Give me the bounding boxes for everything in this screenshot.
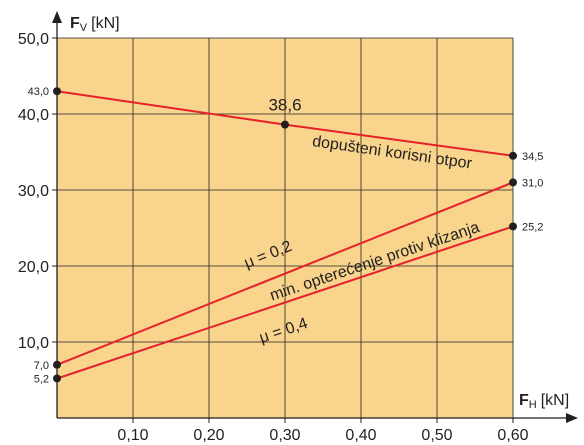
data-point-0-0 — [53, 87, 61, 96]
x-axis-arrow — [566, 413, 578, 423]
x-axis-title: FH [kN] — [519, 392, 569, 411]
x-tick-label-0: 0,10 — [117, 427, 148, 444]
data-label-0-2: 34,5 — [522, 151, 543, 163]
y-tick-label-4: 50,0 — [18, 31, 49, 48]
data-label-0-0: 43,0 — [28, 86, 49, 98]
data-points — [53, 87, 517, 383]
data-label-1-0: 7,0 — [34, 360, 49, 372]
x-tick-label-3: 0,40 — [345, 427, 376, 444]
x-tick-label-4: 0,50 — [421, 427, 452, 444]
data-label-2-1: 25,2 — [522, 221, 543, 233]
x-tick-label-5: 0,60 — [497, 427, 528, 444]
x-tick-label-2: 0,30 — [269, 427, 300, 444]
data-point-2-1 — [509, 222, 517, 231]
data-point-1-0 — [53, 360, 61, 369]
data-point-1-1 — [509, 178, 517, 187]
y-axis-arrow — [52, 11, 62, 23]
series-line-2 — [56, 225, 514, 380]
grid — [57, 37, 514, 418]
y-axis-title: FV [kN] — [70, 15, 120, 34]
y-tick-label-3: 40,0 — [18, 107, 49, 124]
data-label-2-0: 5,2 — [34, 373, 49, 385]
tick-labels: 10,0 20,0 30,0 40,0 50,0 0,10 0,20 0,30 0,40 0,50… — [18, 31, 529, 444]
x-tick-label-1: 0,20 — [193, 427, 224, 444]
y-tick-label-1: 20,0 — [18, 259, 49, 276]
data-point-0-2 — [509, 151, 517, 160]
data-point-0-1 — [281, 120, 289, 129]
data-label-0-1: 38,6 — [268, 96, 301, 115]
data-labels: 43,0 38,6 34,5 7,0 31,0 5,2 25,2 — [28, 86, 544, 385]
data-point-2-0 — [53, 374, 61, 383]
data-label-1-1: 31,0 — [522, 177, 543, 189]
y-tick-label-2: 30,0 — [18, 183, 49, 200]
series-line-1 — [56, 181, 514, 366]
axes — [52, 11, 578, 423]
y-tick-label-0: 10,0 — [18, 335, 49, 352]
